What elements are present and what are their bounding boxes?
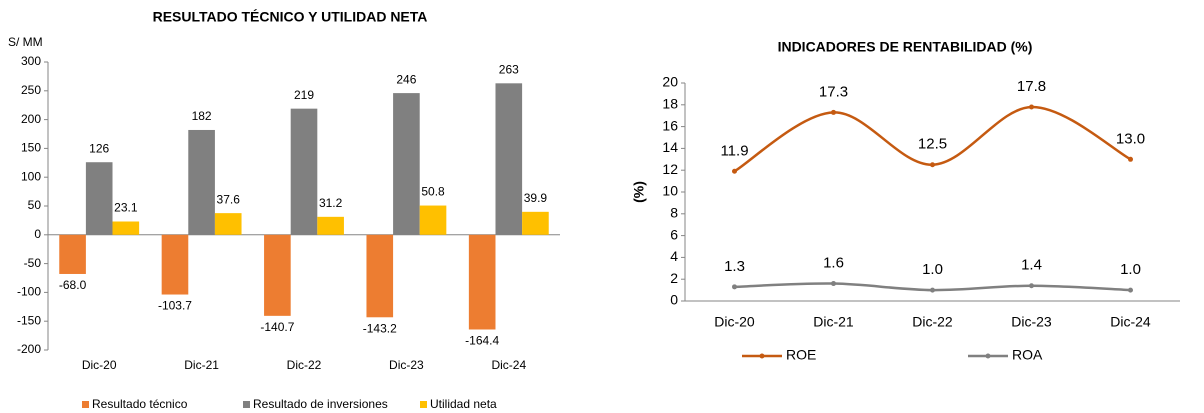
data-label: -164.4 (465, 334, 499, 348)
legend-swatch (420, 401, 427, 408)
data-label: 11.9 (720, 142, 748, 159)
y-tick-label: 12 (662, 161, 678, 177)
y-tick-label: 300 (21, 54, 41, 68)
y-axis-label: S/ MM (8, 35, 43, 49)
data-label: 246 (396, 72, 416, 86)
bar (419, 205, 447, 235)
data-label: 1.3 (724, 258, 745, 275)
marker (930, 287, 935, 293)
y-tick-label: 0 (34, 227, 41, 241)
data-label: 263 (499, 62, 519, 76)
data-label: 219 (294, 88, 314, 102)
x-tick-label: Dic-22 (287, 358, 322, 372)
y-tick-label: 10 (662, 183, 678, 199)
y-tick-label: 0 (670, 292, 678, 308)
marker (1029, 104, 1034, 110)
data-label: 17.8 (1017, 78, 1046, 95)
marker (831, 281, 836, 287)
x-tick-label: Dic-24 (491, 358, 526, 372)
bar (522, 211, 549, 235)
bar (188, 129, 215, 235)
legend-marker (759, 353, 765, 359)
y-tick-label: 200 (21, 112, 41, 126)
bar (366, 234, 394, 318)
data-label: 126 (89, 141, 109, 155)
x-tick-label: Dic-23 (389, 358, 424, 372)
y-tick-label: 2 (670, 270, 678, 286)
data-label: 39.9 (524, 191, 548, 205)
data-label: 182 (192, 109, 212, 123)
data-label: 23.1 (114, 201, 138, 215)
data-label: 1.6 (823, 255, 844, 272)
bar (468, 234, 496, 330)
data-label: 1.0 (922, 261, 943, 278)
x-tick-label: Dic-23 (1011, 314, 1052, 330)
x-tick-label: Dic-20 (714, 314, 755, 330)
y-tick-label: 16 (662, 117, 678, 133)
y-tick-label: 6 (670, 226, 678, 242)
data-label: -140.7 (260, 320, 294, 334)
legend-label: ROA (1012, 347, 1043, 363)
data-label: -143.2 (363, 321, 397, 335)
legend-label: Utilidad neta (430, 397, 497, 411)
data-label: 13.0 (1116, 130, 1145, 147)
data-label: 1.4 (1021, 257, 1042, 274)
y-tick-label: 50 (28, 198, 42, 212)
legend-swatch (243, 401, 250, 408)
chart-title: RESULTADO TÉCNICO Y UTILIDAD NETA (153, 9, 428, 25)
y-tick-label: 150 (21, 141, 41, 155)
x-tick-label: Dic-20 (82, 358, 117, 372)
legend-marker (985, 353, 991, 359)
data-label: -68.0 (59, 278, 87, 292)
legend-swatch (82, 401, 89, 408)
y-tick-label: -200 (17, 342, 41, 356)
bar (161, 234, 189, 295)
legend-label: ROE (786, 347, 816, 363)
bar (214, 213, 242, 235)
bar (264, 234, 291, 316)
data-label: 1.0 (1120, 261, 1141, 278)
data-label: 17.3 (819, 83, 848, 100)
legend-label: Resultado técnico (92, 397, 188, 411)
bar (112, 221, 140, 235)
bar (59, 234, 86, 274)
marker (732, 284, 737, 290)
data-label: -103.7 (158, 299, 192, 313)
y-axis-label: (%) (631, 181, 647, 203)
y-tick-label: 8 (670, 205, 678, 221)
y-tick-label: -50 (24, 256, 42, 270)
marker (1128, 287, 1133, 293)
data-label: 12.5 (918, 136, 947, 153)
marker (1029, 283, 1034, 289)
data-label: 31.2 (319, 196, 343, 210)
legend-label: Resultado de inversiones (253, 397, 388, 411)
bar (85, 162, 113, 235)
marker (1128, 156, 1133, 162)
y-tick-label: 4 (670, 248, 678, 264)
marker (831, 109, 836, 115)
data-label: 37.6 (217, 192, 241, 206)
x-tick-label: Dic-21 (813, 314, 854, 330)
y-tick-label: 250 (21, 83, 41, 97)
y-tick-label: -100 (17, 285, 41, 299)
marker (930, 162, 935, 168)
x-tick-label: Dic-21 (184, 358, 219, 372)
y-tick-label: 20 (662, 74, 678, 90)
marker (732, 168, 737, 174)
bar (317, 216, 344, 235)
y-tick-label: -150 (17, 313, 41, 327)
bar (393, 93, 420, 235)
x-tick-label: Dic-22 (912, 314, 953, 330)
bar (495, 83, 523, 235)
chart-title: INDICADORES DE RENTABILIDAD (%) (778, 39, 1033, 55)
x-tick-label: Dic-24 (1110, 314, 1151, 330)
y-tick-label: 14 (662, 139, 678, 155)
y-tick-label: 18 (662, 96, 678, 112)
y-tick-label: 100 (21, 169, 41, 183)
data-label: 50.8 (421, 185, 445, 199)
bar (290, 108, 318, 235)
